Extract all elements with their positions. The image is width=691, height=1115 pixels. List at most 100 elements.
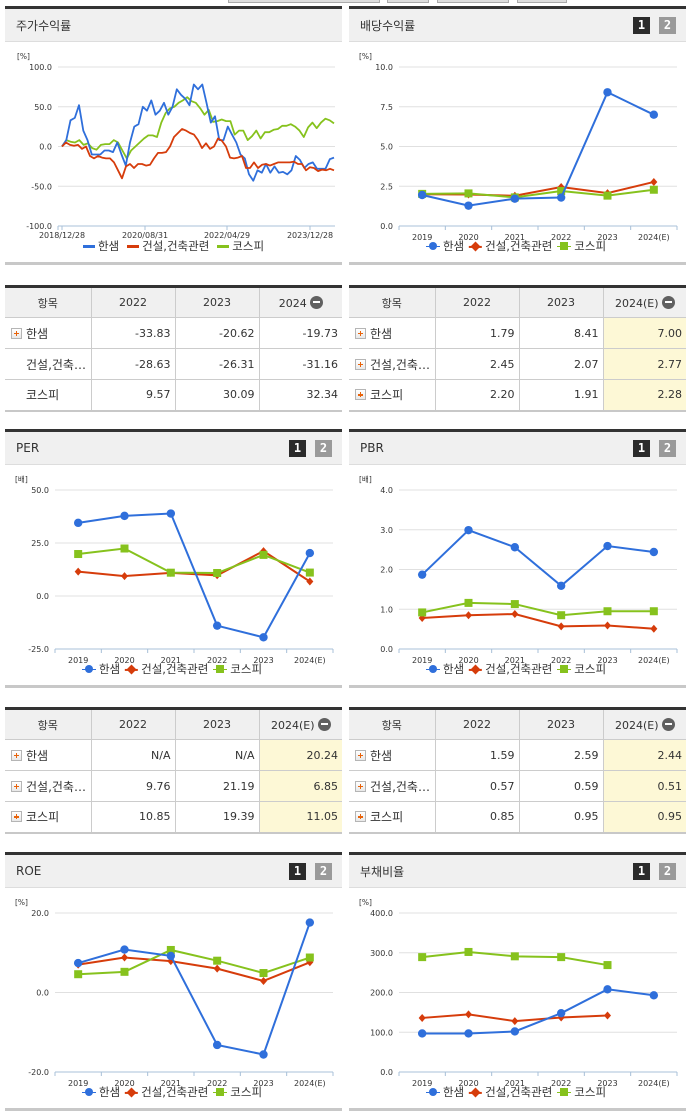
data-point[interactable] [417, 190, 427, 200]
row-name[interactable]: 한샘 [349, 317, 436, 349]
data-point[interactable] [464, 201, 473, 210]
row-name[interactable]: 건설,건축… [349, 770, 436, 802]
data-point[interactable] [603, 191, 612, 200]
data-point[interactable] [418, 953, 427, 962]
legend-item-hansaem[interactable]: 한샘 [425, 1084, 464, 1100]
data-point[interactable] [305, 548, 315, 558]
top-tab[interactable] [517, 0, 567, 3]
data-point[interactable] [649, 547, 659, 557]
expand-plus-icon[interactable] [355, 749, 366, 761]
data-point[interactable] [464, 1029, 473, 1038]
top-tab[interactable] [387, 0, 429, 3]
data-point[interactable] [120, 945, 129, 954]
data-point[interactable] [603, 961, 612, 970]
legend-item-kospi[interactable]: 코스피 [213, 1084, 262, 1100]
page-1-button[interactable]: 1 [289, 439, 306, 457]
data-point[interactable] [604, 1011, 611, 1020]
data-point[interactable] [259, 1050, 268, 1059]
legend-item-kospi[interactable]: 코스피 [557, 238, 606, 254]
legend-item-kospi[interactable]: 코스피 [213, 661, 262, 677]
data-point[interactable] [556, 1008, 566, 1018]
data-point[interactable] [417, 1029, 427, 1038]
row-name[interactable]: 코스피 [349, 379, 436, 411]
legend-item-hansaem[interactable]: 한샘 [81, 661, 120, 677]
data-point[interactable] [510, 952, 519, 961]
data-point[interactable] [557, 1013, 565, 1022]
legend-item-hansaem[interactable]: 한샘 [81, 1084, 120, 1100]
data-point[interactable] [166, 945, 175, 954]
legend-item-sector[interactable]: 건설,건축관련 [126, 661, 208, 677]
expand-plus-icon[interactable] [11, 811, 22, 823]
legend-item-kospi[interactable]: 코스피 [217, 238, 264, 254]
collapse-icon[interactable] [317, 717, 331, 731]
data-point[interactable] [510, 600, 519, 609]
legend-item-hansaem[interactable]: 한샘 [82, 238, 119, 254]
data-point[interactable] [603, 607, 612, 616]
data-point[interactable] [464, 598, 473, 607]
data-point[interactable] [418, 1013, 426, 1022]
data-point[interactable] [213, 568, 222, 577]
legend-item-sector[interactable]: 건설,건축관련 [470, 1084, 552, 1100]
data-point[interactable] [73, 518, 83, 528]
page-2-button[interactable]: 2 [315, 439, 332, 457]
row-name[interactable]: 한샘 [5, 739, 92, 771]
data-point[interactable] [510, 194, 520, 203]
data-point[interactable] [511, 610, 519, 619]
data-point[interactable] [259, 969, 268, 978]
page-2-button[interactable]: 2 [659, 439, 676, 457]
data-point[interactable] [464, 947, 473, 956]
row-name[interactable]: 건설,건축… [5, 770, 92, 802]
expand-plus-icon[interactable] [11, 749, 22, 761]
data-point[interactable] [74, 550, 83, 559]
data-point[interactable] [121, 572, 128, 581]
data-point[interactable] [465, 1010, 472, 1019]
data-point[interactable] [649, 185, 658, 194]
data-point[interactable] [418, 608, 427, 617]
page-1-button[interactable]: 1 [633, 16, 650, 34]
data-point[interactable] [511, 1017, 519, 1026]
data-point[interactable] [260, 976, 267, 985]
data-point[interactable] [557, 187, 566, 196]
data-point[interactable] [259, 550, 268, 559]
legend-item-sector[interactable]: 건설,건축관련 [127, 238, 209, 254]
data-point[interactable] [464, 525, 473, 535]
data-point[interactable] [213, 964, 221, 973]
data-point[interactable] [604, 621, 611, 630]
data-point[interactable] [603, 88, 612, 97]
row-name[interactable]: 한샘 [349, 739, 436, 771]
data-point[interactable] [120, 544, 129, 553]
data-point[interactable] [650, 624, 658, 633]
data-point[interactable] [510, 1027, 520, 1036]
data-point[interactable] [649, 607, 658, 616]
data-point[interactable] [556, 193, 566, 202]
legend-item-hansaem[interactable]: 한샘 [425, 661, 464, 677]
data-point[interactable] [557, 953, 566, 962]
expand-plus-icon[interactable] [355, 780, 366, 792]
data-point[interactable] [259, 633, 268, 642]
data-point[interactable] [464, 189, 473, 198]
page-1-button[interactable]: 1 [633, 862, 650, 880]
collapse-icon[interactable] [309, 295, 323, 309]
page-2-button[interactable]: 2 [659, 862, 676, 880]
data-point[interactable] [603, 541, 612, 551]
page-2-button[interactable]: 2 [315, 862, 332, 880]
row-name[interactable]: 코스피 [349, 801, 436, 833]
data-point[interactable] [305, 568, 314, 577]
expand-plus-icon[interactable] [11, 780, 22, 792]
data-point[interactable] [465, 611, 472, 620]
data-point[interactable] [73, 958, 83, 968]
data-point[interactable] [120, 967, 129, 976]
page-1-button[interactable]: 1 [633, 439, 650, 457]
top-tab[interactable] [228, 0, 380, 3]
data-point[interactable] [557, 611, 566, 620]
data-point[interactable] [510, 543, 520, 552]
page-1-button[interactable]: 1 [289, 862, 306, 880]
data-point[interactable] [166, 951, 176, 961]
data-point[interactable] [212, 621, 222, 630]
data-point[interactable] [305, 918, 315, 927]
data-point[interactable] [121, 953, 128, 962]
data-point[interactable] [603, 985, 612, 994]
legend-item-kospi[interactable]: 코스피 [557, 1084, 606, 1100]
page-2-button[interactable]: 2 [659, 16, 676, 34]
data-point[interactable] [557, 622, 565, 631]
